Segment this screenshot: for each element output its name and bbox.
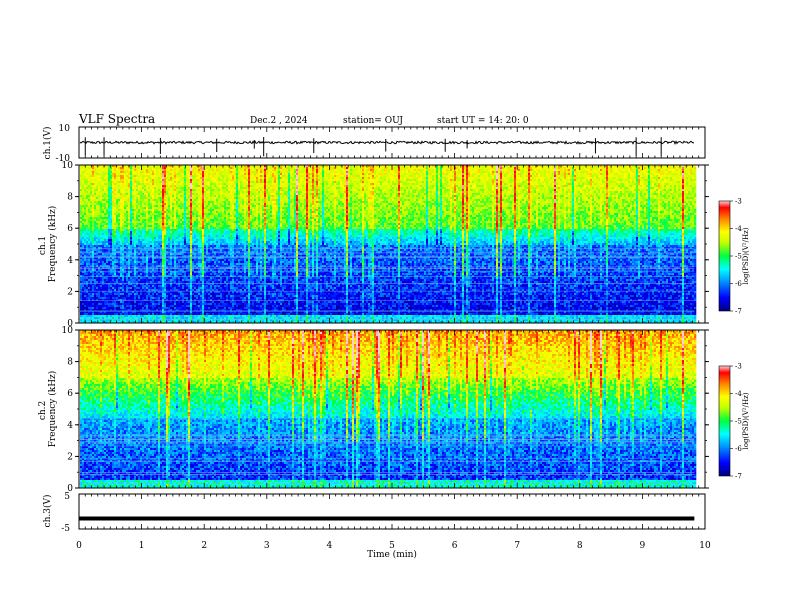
ch3-waveform-frame [79,494,705,529]
ch1-spectrogram [79,165,696,323]
spectrogram-ytick-label: 6 [67,389,73,399]
header-station: station= OUJ [343,116,403,126]
header-date: Dec.2 , 2024 [250,116,308,126]
spectrogram-ytick-label: 10 [62,326,74,336]
ch2-colorbar [719,366,730,476]
ch1-spectrogram-ylabel: ch.1 Frequency (kHz) [38,206,58,283]
x-tick-label: 0 [76,541,82,551]
ch1-waveform [80,137,694,156]
x-tick-label: 8 [577,541,583,551]
ch3-waveform-ylabel: ch.3(V) [42,495,53,528]
colorbar-tick-label: -7 [735,473,742,481]
spectrogram-ytick-label: 10 [62,161,74,171]
spectrogram-ytick-label: 8 [67,358,73,368]
x-tick-label: 1 [139,541,145,551]
ch2-ylabel-line1: ch.2 [38,401,48,420]
x-axis-label: Time (min) [367,549,417,560]
spectrogram-ytick-label: 2 [67,452,73,462]
colorbar-tick-label: -3 [735,363,742,371]
colorbar-tick-label: -7 [735,308,742,316]
figure-title: VLF Spectra [78,112,155,126]
colorbar-tick-label: -5 [735,418,742,426]
x-tick-label: 6 [452,541,458,551]
header-start-time: start UT = 14: 20: 0 [437,116,529,126]
ch2-ylabel-line2: Frequency (kHz) [47,371,58,448]
x-tick-label: 4 [327,541,333,551]
ch3-ytick-top: 5 [64,492,70,502]
x-tick-label: 10 [699,541,711,551]
ch1-ytick-top: 10 [59,124,71,134]
ch1-waveform-trace [80,141,694,143]
ch1-ylabel-line2: Frequency (kHz) [47,206,58,283]
ch2-spectrogram-ylabel: ch.2 Frequency (kHz) [38,371,58,448]
spectrogram-ytick-label: 8 [67,193,73,203]
ch2-spectrogram [79,330,696,488]
ch3-ytick-bottom: -5 [61,524,70,534]
spectrogram-ytick-label: 6 [67,224,73,234]
spectrogram-ytick-label: 2 [67,287,73,297]
x-tick-label: 3 [264,541,270,551]
ch1-colorbar [719,201,730,311]
x-tick-label: 9 [640,541,646,551]
ch2-colorbar-label: log(PSD)(V²/Hz) [742,392,750,449]
spectrogram-ytick-label: 4 [67,421,73,431]
ch1-colorbar-label: log(PSD)(V²/Hz) [742,227,750,284]
spectrogram-ytick-label: 4 [67,256,73,266]
colorbar-tick-label: -3 [735,198,742,206]
x-tick-label: 7 [514,541,520,551]
x-tick-label: 2 [201,541,207,551]
ch1-waveform-ylabel: ch.1(V) [42,127,53,160]
colorbar-tick-label: -5 [735,253,742,261]
ch1-ylabel-line1: ch.1 [38,236,48,255]
